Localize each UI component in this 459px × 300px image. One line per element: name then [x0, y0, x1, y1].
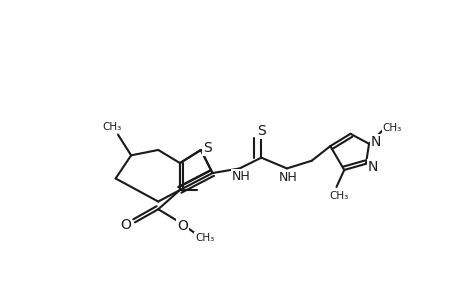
Text: NH: NH [231, 170, 250, 183]
Text: N: N [367, 160, 377, 174]
Text: N: N [370, 135, 381, 149]
Text: CH₃: CH₃ [102, 122, 121, 132]
Text: CH₃: CH₃ [195, 233, 214, 243]
Text: S: S [202, 141, 211, 155]
Text: O: O [176, 219, 187, 233]
Text: CH₃: CH₃ [329, 191, 348, 201]
Text: O: O [120, 218, 131, 232]
Text: NH: NH [279, 171, 297, 184]
Text: S: S [257, 124, 265, 138]
Text: CH₃: CH₃ [382, 123, 401, 133]
